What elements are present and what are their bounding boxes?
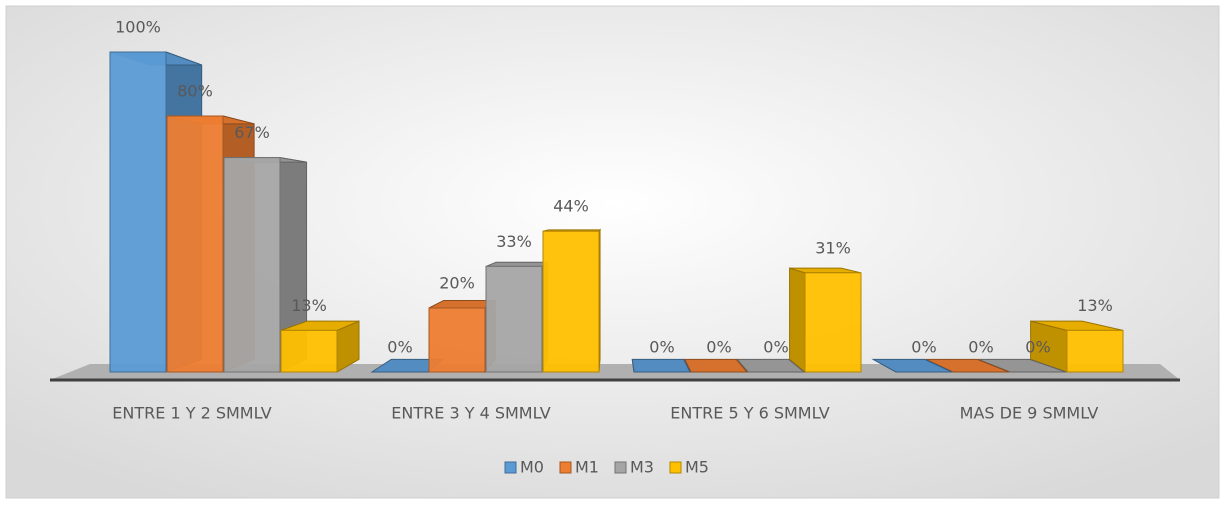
x-tick-label: ENTRE 1 Y 2 SMMLV xyxy=(112,404,271,423)
data-label: 33% xyxy=(496,232,532,251)
data-label: 13% xyxy=(291,296,327,315)
bar-front xyxy=(223,157,281,373)
x-tick-label: ENTRE 3 Y 4 SMMLV xyxy=(391,404,550,423)
legend-swatch xyxy=(559,461,572,474)
bar xyxy=(789,267,862,374)
bar-side xyxy=(789,267,806,374)
bar xyxy=(485,261,550,373)
bar-top xyxy=(871,358,953,373)
bar-front xyxy=(280,329,338,373)
data-label: 100% xyxy=(115,18,161,37)
bar-front xyxy=(1066,329,1124,373)
bar xyxy=(280,320,360,373)
data-label: 0% xyxy=(968,338,993,357)
bar xyxy=(1030,320,1124,373)
data-label: 0% xyxy=(387,338,412,357)
bar-top xyxy=(736,358,806,373)
legend-swatch xyxy=(669,461,682,474)
bar-front xyxy=(428,307,486,373)
legend-label: M5 xyxy=(685,458,709,477)
bar xyxy=(871,358,953,373)
bar xyxy=(223,157,308,373)
bar xyxy=(631,358,691,373)
bars xyxy=(109,51,1124,374)
bar-top xyxy=(631,358,691,373)
data-label: 13% xyxy=(1077,296,1113,315)
data-label: 31% xyxy=(815,238,851,257)
bar xyxy=(736,358,806,373)
bar-front xyxy=(804,272,862,373)
bar-front xyxy=(109,51,167,373)
legend-swatch xyxy=(504,461,517,474)
bar xyxy=(428,299,497,374)
bar-top xyxy=(485,261,550,267)
bar-front xyxy=(166,115,224,373)
data-label: 80% xyxy=(177,82,213,101)
data-label: 0% xyxy=(706,338,731,357)
x-tick-label: ENTRE 5 Y 6 SMMLV xyxy=(670,404,829,423)
labels: 13% 100% 0% 80% 0% 67% 0% 13% 31% 0% 0% 20% 0% 33% 0% 4… xyxy=(112,18,1112,423)
data-label: 44% xyxy=(553,197,589,216)
legend-label: M0 xyxy=(520,458,544,477)
data-label: 0% xyxy=(649,338,674,357)
data-label: 67% xyxy=(234,123,270,142)
bar xyxy=(542,228,602,373)
bar-front xyxy=(485,265,543,373)
data-label: 0% xyxy=(763,338,788,357)
bar-top xyxy=(683,358,749,373)
legend-label: M1 xyxy=(575,458,599,477)
legend-swatch xyxy=(614,461,627,474)
data-label: 0% xyxy=(1025,338,1050,357)
legend: M0 M1 M3 M5 xyxy=(504,458,709,477)
data-label: 20% xyxy=(439,274,475,293)
bar-front xyxy=(542,230,600,373)
bar xyxy=(683,358,749,373)
legend-label: M3 xyxy=(630,458,654,477)
data-label: 0% xyxy=(911,338,936,357)
x-tick-label: MAS DE 9 SMMLV xyxy=(960,404,1099,423)
